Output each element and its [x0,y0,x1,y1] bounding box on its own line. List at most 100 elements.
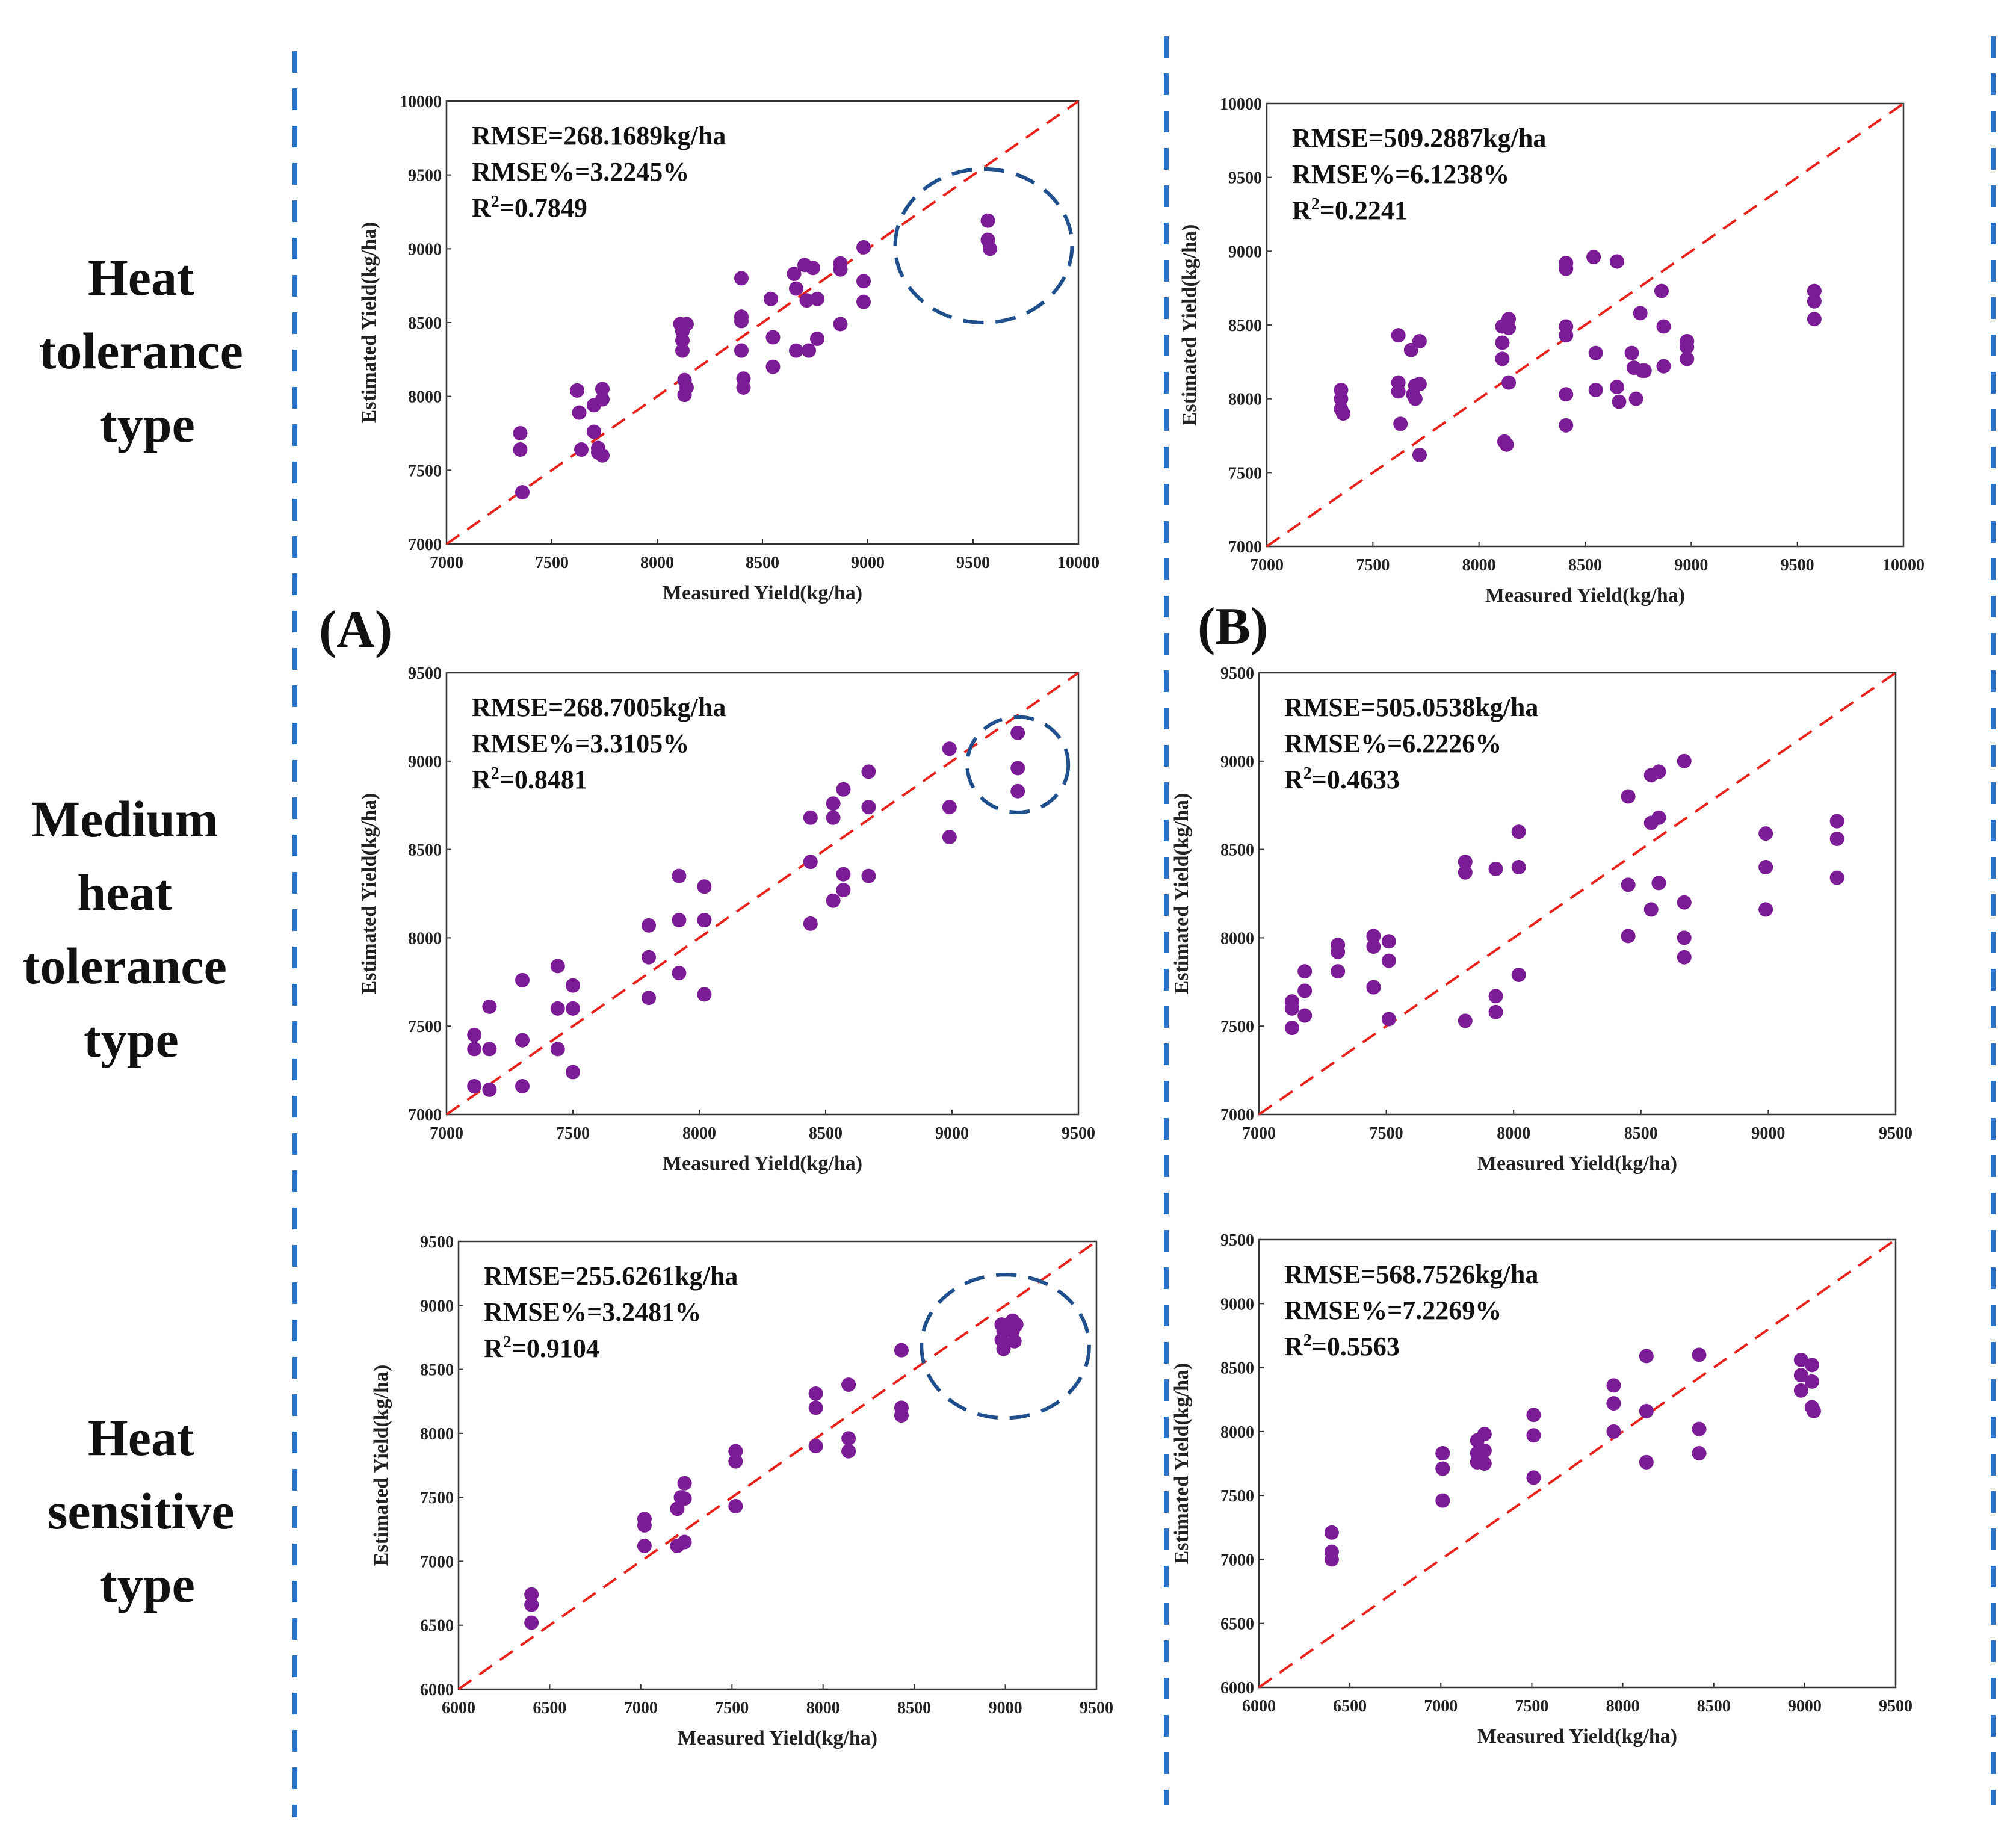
data-point [728,1499,743,1514]
r2-label: R2=0.5563 [1284,1331,1400,1361]
data-point [1829,870,1844,885]
data-point [513,442,528,457]
y-tick-label: 9000 [1220,753,1254,771]
data-point [1488,989,1503,1004]
x-tick-label: 6000 [1242,1697,1276,1716]
data-point [1656,359,1671,374]
rmse-label: RMSE=509.2887kg/ha [1292,123,1546,153]
x-tick-label: 7000 [430,1124,463,1143]
data-point [1612,394,1627,409]
data-point [1511,968,1526,983]
data-point [1381,953,1396,968]
data-point [1692,1347,1707,1362]
x-tick-label: 8000 [640,554,674,572]
data-point [856,294,871,309]
data-point [1477,1443,1492,1458]
data-point [1680,339,1695,354]
data-point [1621,929,1636,944]
data-point [1804,1358,1819,1373]
data-point [1804,1374,1819,1389]
data-point [1324,1525,1339,1540]
data-point [697,913,712,928]
y-tick-label: 6000 [420,1681,454,1699]
row-label-medium-heat-tolerance: Medium heat tolerance type [23,790,240,1068]
data-point [1829,814,1844,829]
data-point [672,913,687,928]
identity-line [1266,102,1905,548]
r2-value: =0.2241 [1320,196,1408,225]
row-label-heat-sensitive: Heat sensitive type [48,1409,247,1613]
data-point [595,448,610,463]
data-point [1559,328,1574,343]
chart-a3: 6000 6500 7000 7500 8000 8500 9000 9500 6000 6500… [370,1233,1113,1749]
y-tick-label: 7000 [408,1106,442,1125]
x-axis-title: Measured Yield(kg/ha) [663,582,862,604]
data-point [1639,1454,1654,1470]
data-point [515,485,530,500]
row-label-heat-tolerance: Heat tolerance type [39,249,256,453]
data-point [1526,1428,1541,1443]
r2-value: =0.9104 [512,1334,599,1363]
data-point [1391,328,1406,343]
rmse-label: RMSE=568.7526kg/ha [1284,1259,1538,1289]
data-point [1435,1493,1450,1508]
y-tick-label: 6500 [1220,1615,1254,1634]
y-tick-label: 8000 [420,1425,454,1444]
data-point [1692,1445,1707,1460]
x-tick-label: 8500 [1568,556,1602,575]
data-point [1366,980,1381,995]
data-point [566,978,580,993]
data-point [677,1534,692,1550]
data-point [1488,861,1503,876]
data-point [841,1444,856,1459]
x-tick-label: 9500 [1781,556,1814,575]
y-tick-label: 9000 [420,1297,454,1315]
x-tick-label: 8500 [897,1699,931,1717]
r2-prefix: R [472,765,492,794]
y-axis-title: Estimated Yield(kg/ha) [1170,1363,1193,1565]
data-point [808,1400,823,1415]
x-tick-label: 8000 [682,1124,716,1143]
data-point [799,293,814,308]
data-point [826,810,841,825]
x-tick-label: 7000 [1424,1697,1458,1716]
identity-line [457,1240,1098,1690]
data-point [942,800,957,815]
data-point [1458,1013,1473,1028]
x-tick-label: 6000 [442,1699,475,1717]
y-tick-label: 7000 [1220,1551,1254,1569]
data-point [677,1476,692,1491]
x-tick-label: 7500 [1370,1124,1403,1143]
data-point [1511,824,1526,839]
data-point [1458,865,1473,880]
panel-label-a: (A) [319,601,392,659]
data-point [1677,753,1692,768]
data-point [1651,810,1666,825]
y-axis-title: Estimated Yield(kg/ha) [358,222,380,424]
r2-superscript: 2 [1303,764,1312,783]
data-point [1793,1368,1808,1383]
data-point [728,1454,743,1469]
x-tick-label: 9500 [1879,1697,1912,1716]
y-tick-label: 9500 [420,1233,454,1252]
rmse-percent-label: RMSE%=6.1238% [1292,159,1509,189]
data-point [1331,964,1346,979]
data-point [1829,831,1844,846]
y-tick-label: 8500 [1228,317,1262,335]
r2-label: R2=0.4633 [1284,764,1400,794]
rmse-label: RMSE=255.6261kg/ha [484,1261,738,1291]
rmse-percent-label: RMSE%=3.2481% [484,1297,701,1327]
data-point [675,343,690,358]
y-tick-label: 10000 [1220,95,1262,114]
data-point [789,281,803,296]
data-point [637,1518,652,1533]
data-point [1621,877,1636,892]
y-tick-label: 8500 [408,314,442,333]
data-point [1606,1396,1621,1411]
data-point [1758,859,1773,874]
data-point [833,262,848,277]
data-point [1806,1403,1821,1418]
y-axis-title: Estimated Yield(kg/ha) [1178,224,1201,426]
x-tick-label: 7500 [1356,556,1390,575]
data-point [1335,406,1350,421]
